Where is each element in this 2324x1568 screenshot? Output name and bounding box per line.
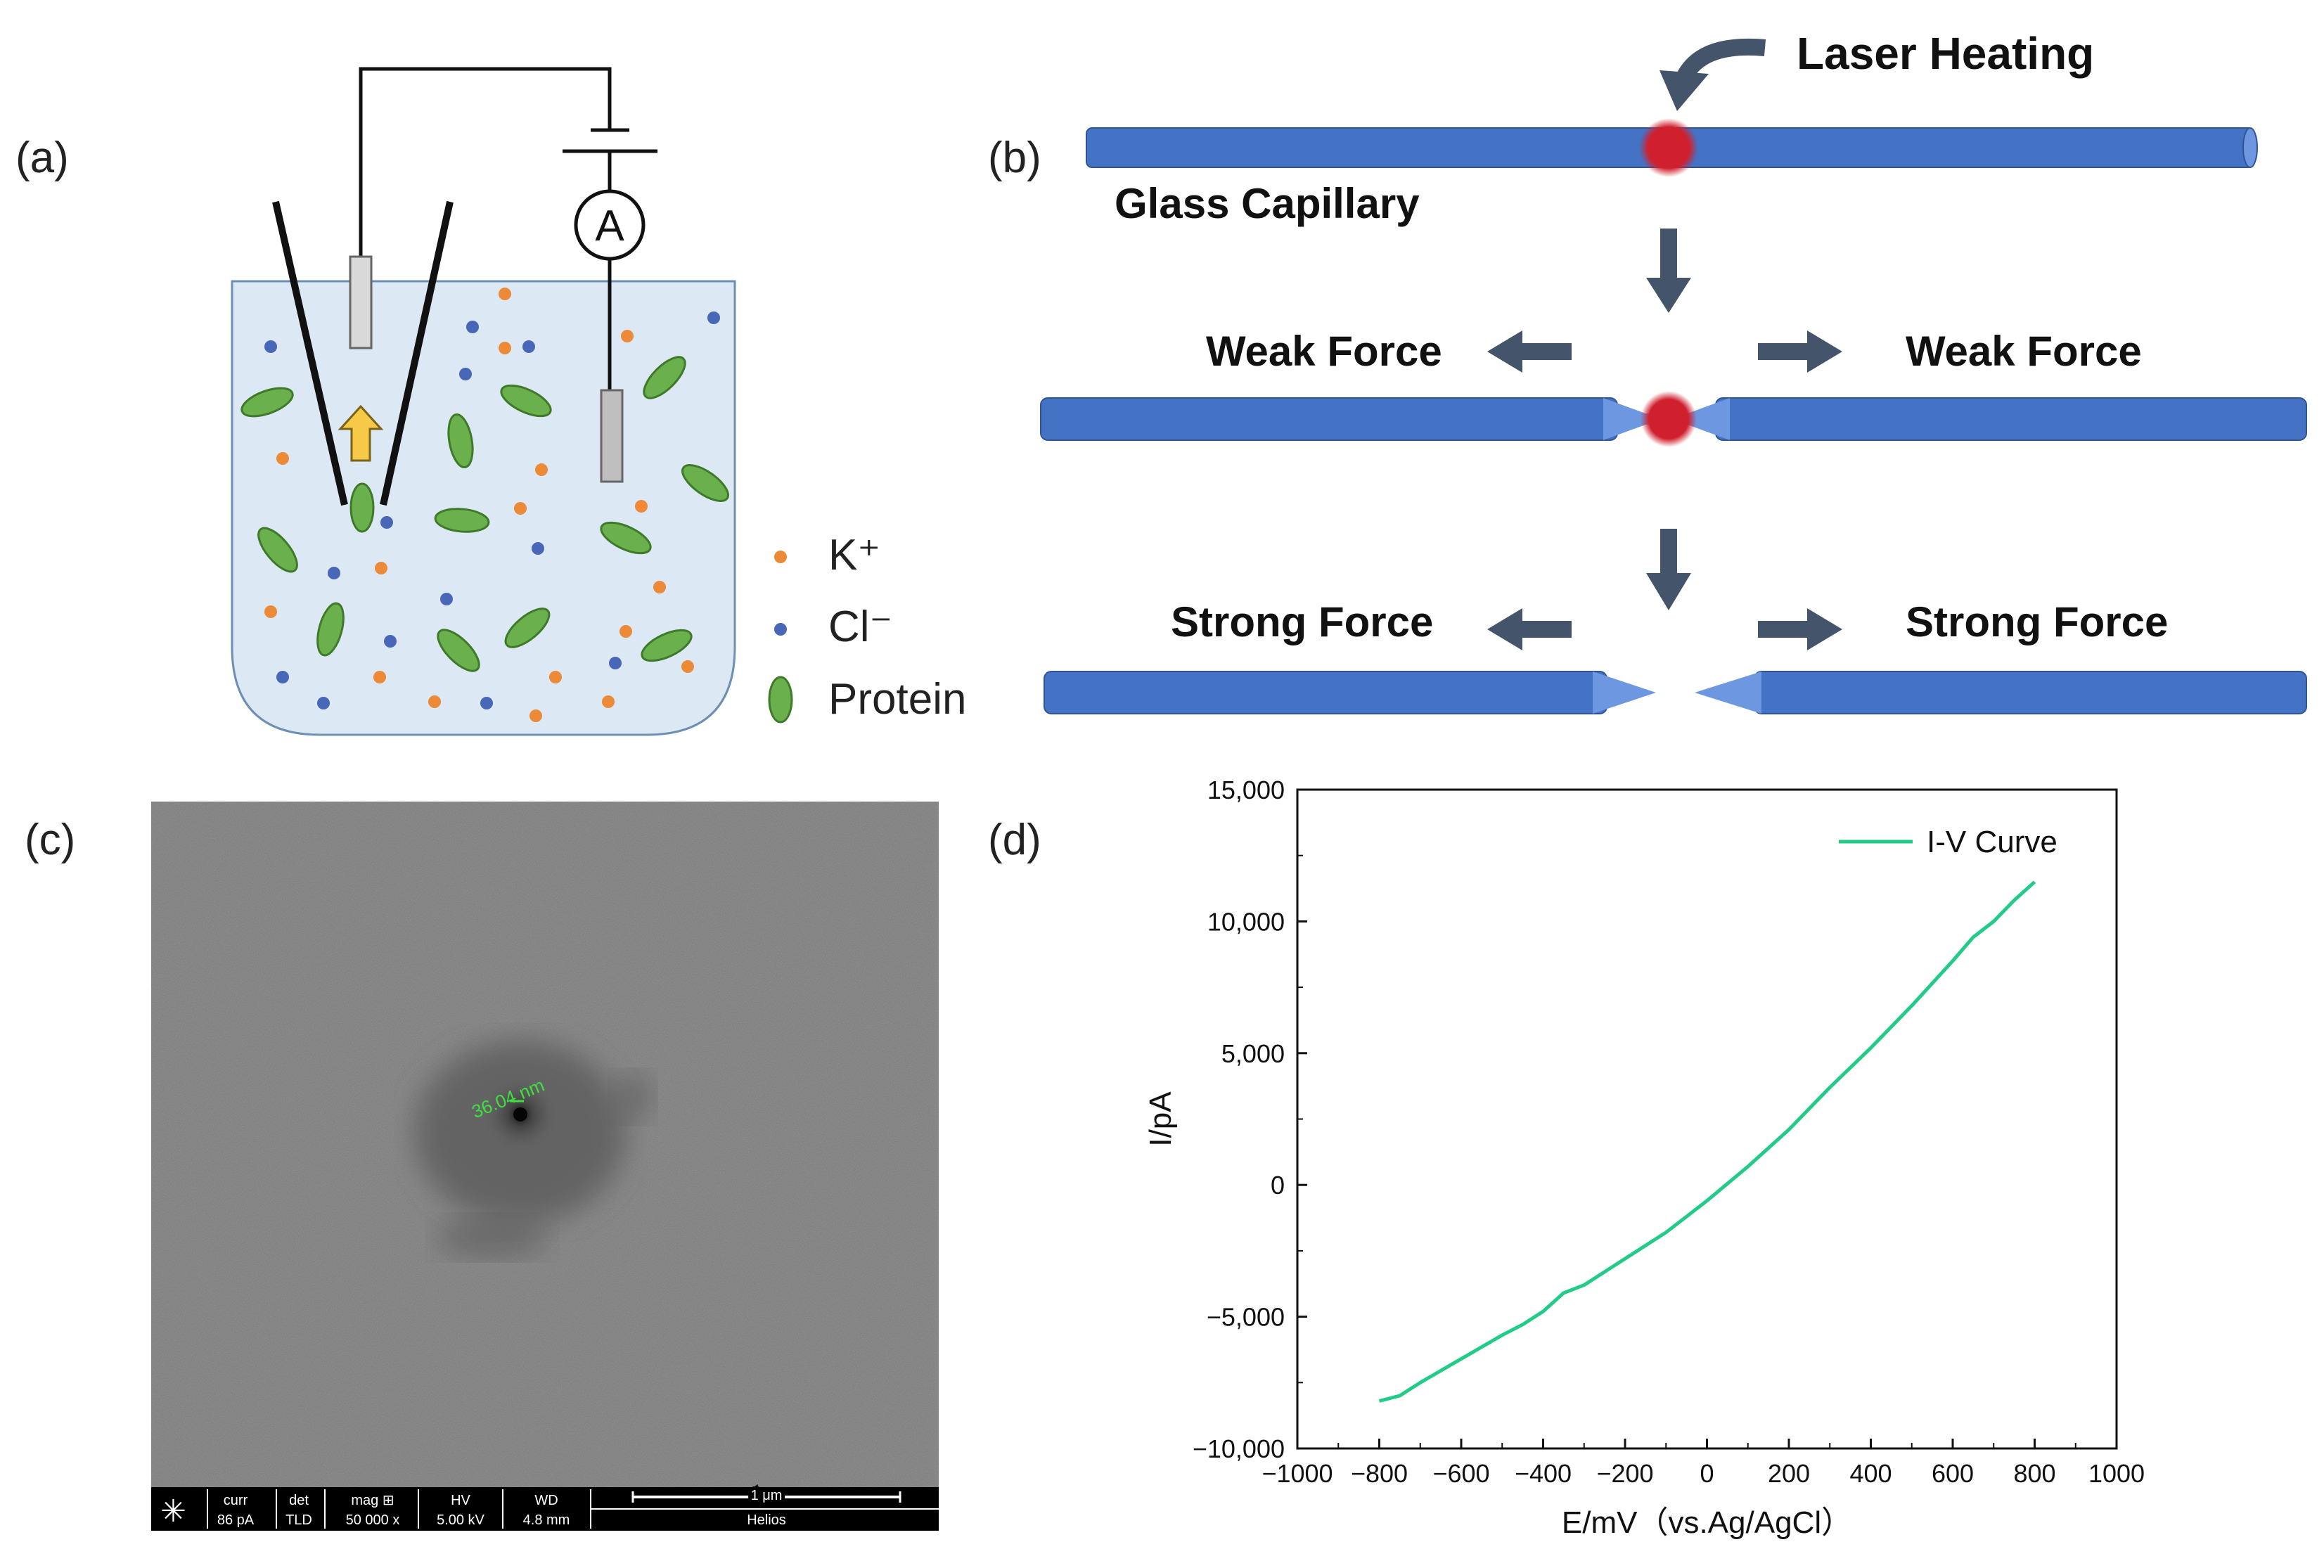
x-tick-label: 400 [1849, 1459, 1892, 1488]
plot-frame [1296, 788, 2118, 1450]
x-tick-label: −600 [1432, 1459, 1489, 1488]
ammeter: A [574, 189, 646, 261]
panel-d-label: (d) [988, 816, 1041, 864]
y-tick-label: 0 [1271, 1171, 1285, 1200]
x-tick-label: −200 [1596, 1459, 1653, 1488]
strong-force-left-arrow [1487, 608, 1572, 650]
k-ions [264, 288, 694, 722]
laser-arrow [1676, 38, 1766, 82]
panel-a-legend: K⁺ Cl⁻ Protein [768, 531, 966, 724]
sem-det-label: det [289, 1493, 309, 1508]
electrode-bath [600, 389, 624, 483]
cl-ions [264, 311, 720, 709]
y-tick-label: 10,000 [1207, 907, 1285, 936]
panel-a: (a) A [15, 67, 966, 736]
sem-hv-label: HV [451, 1493, 470, 1508]
panel-a-label: (a) [15, 134, 69, 182]
panel-d: (d) −1000 −800 −600 −400 −200 0 200 400 600 800 10… [988, 776, 2145, 1540]
sem-info-bar: ✳ curr 86 pA det TLD mag ⊞ 50 000 x HV 5… [151, 1484, 939, 1531]
x-tick-label: −400 [1515, 1459, 1572, 1488]
sem-image: 36.04 nm [151, 802, 939, 1487]
iv-chart: −1000 −800 −600 −400 −200 0 200 400 600 800 1000 −1… [1143, 776, 2145, 1540]
x-tick-label: 200 [1768, 1459, 1810, 1488]
sem-wd-value: 4.8 mm [523, 1512, 570, 1528]
legend-cl-symbol [774, 623, 787, 636]
x-axis-label: E/mV（vs.Ag/AgCl） [1562, 1505, 1852, 1540]
sem-mag-value: 50 000 x [346, 1512, 400, 1528]
pipette-left-wall [272, 200, 348, 506]
strong-force-left-label: Strong Force [1171, 598, 1433, 645]
down-arrow-1 [1646, 229, 1691, 313]
legend-protein-label: Protein [828, 675, 966, 724]
pipette-right-wall [380, 200, 454, 506]
series-line [1378, 880, 2036, 1403]
panel-b: (b) Laser Heating Glass Capillary Weak F… [988, 28, 2307, 714]
weak-force-left-arrow [1487, 330, 1572, 373]
panel-c: (c) 36.04 nm ✳ curr 86 pA det TLD mag ⊞ … [25, 802, 939, 1531]
sem-scale-label: 1 μm [751, 1488, 783, 1503]
circuit [359, 67, 657, 390]
weak-force-right-label: Weak Force [1906, 328, 2142, 375]
x-tick-label: 800 [2013, 1459, 2055, 1488]
legend-k-symbol [774, 551, 787, 563]
capillary-stage-1 [1086, 118, 2258, 177]
sem-mag-label: mag ⊞ [351, 1493, 394, 1508]
sem-hv-value: 5.00 kV [437, 1512, 484, 1528]
y-tick-label: −5,000 [1207, 1303, 1285, 1332]
weak-force-left-label: Weak Force [1206, 328, 1442, 375]
x-tick-label: −800 [1351, 1459, 1408, 1488]
y-axis-label: I/pA [1143, 1091, 1178, 1147]
x-tick-label: 1000 [2088, 1459, 2145, 1488]
capillary-stage-3 [1044, 671, 2307, 714]
laser-heating-label: Laser Heating [1797, 28, 2094, 79]
sem-det-value: TLD [285, 1512, 312, 1528]
sem-instrument: Helios [747, 1512, 786, 1528]
sem-curr-value: 86 pA [217, 1512, 255, 1528]
y-tick-label: 5,000 [1221, 1039, 1285, 1068]
legend-k-label: K⁺ [828, 531, 880, 579]
y-tick-label: 15,000 [1207, 776, 1285, 804]
sem-logo-icon: ✳ [160, 1493, 186, 1529]
panel-c-label: (c) [25, 816, 75, 864]
sem-curr-label: curr [224, 1493, 248, 1508]
legend-protein-symbol [768, 676, 793, 724]
legend-cl-label: Cl⁻ [828, 603, 892, 651]
electrode-inside [349, 255, 373, 349]
strong-force-right-arrow [1758, 608, 1842, 650]
panel-b-label: (b) [988, 134, 1041, 182]
hot-spot-1 [1639, 118, 1698, 177]
x-tick-label: −1000 [1261, 1459, 1333, 1488]
y-tick-label: −10,000 [1193, 1434, 1285, 1463]
x-tick-label: 600 [1932, 1459, 1974, 1488]
translocation-arrow [338, 404, 384, 462]
x-tick-label: 0 [1700, 1459, 1714, 1488]
legend-label: I-V Curve [1927, 825, 2057, 859]
capillary-stage-2 [1040, 391, 2307, 447]
proteins [240, 356, 729, 672]
hot-spot-2 [1641, 391, 1697, 447]
sem-wd-label: WD [534, 1493, 558, 1508]
down-arrow-2 [1646, 529, 1691, 610]
glass-capillary-label: Glass Capillary [1115, 180, 1420, 227]
ammeter-label: A [595, 202, 624, 250]
laser-arrowhead [1659, 70, 1709, 111]
strong-force-right-label: Strong Force [1906, 598, 2168, 645]
weak-force-right-arrow [1758, 330, 1842, 373]
